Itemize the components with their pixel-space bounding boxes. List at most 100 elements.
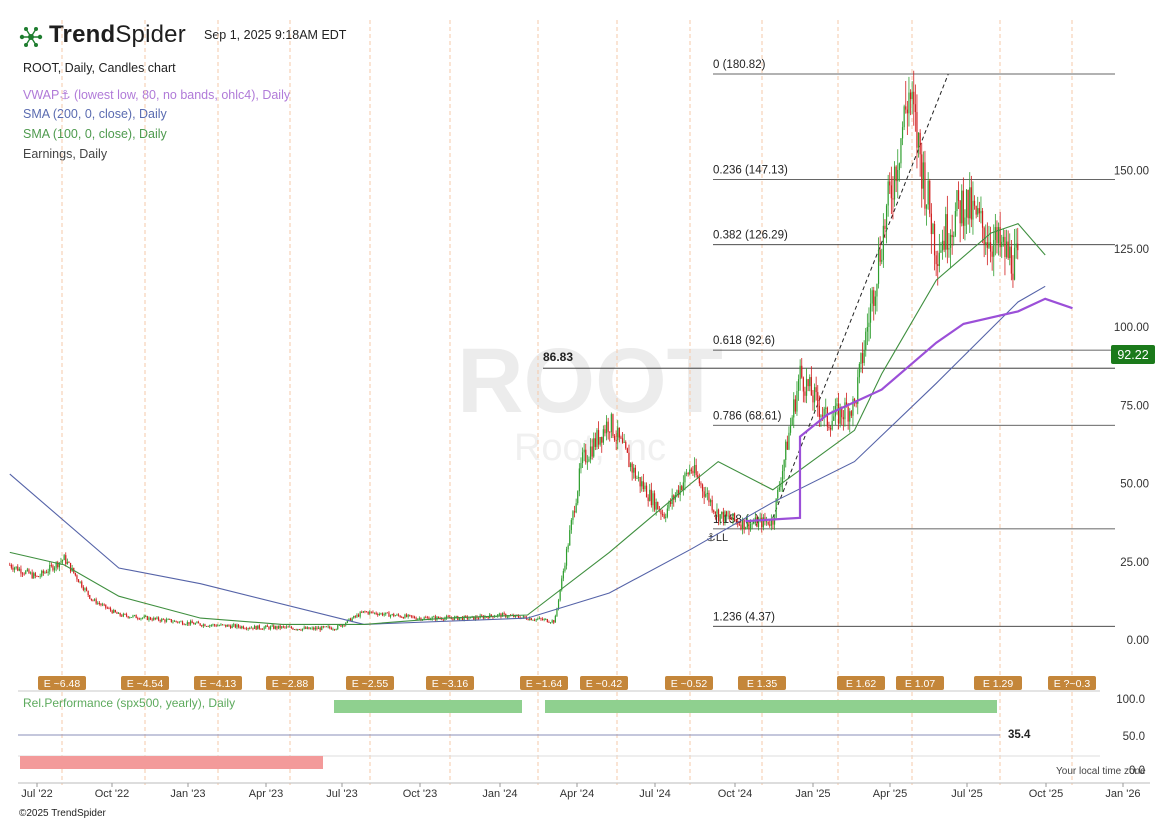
earnings-label-5: E ~3.16 bbox=[432, 678, 469, 690]
candle-body bbox=[383, 614, 385, 616]
candle-body bbox=[975, 205, 977, 215]
candle-body bbox=[87, 590, 89, 596]
candle-body bbox=[257, 625, 259, 630]
candle-body bbox=[887, 181, 889, 206]
y-tick-label: 75.00 bbox=[1120, 400, 1149, 412]
candle-body bbox=[770, 519, 772, 526]
candle-body bbox=[377, 614, 379, 616]
candle-body bbox=[909, 92, 912, 100]
candle-body bbox=[541, 619, 544, 620]
candle-body bbox=[389, 615, 392, 617]
fibonacci-levels: 0 (180.82) 0.236 (147.13) 0.382 (126.29) 0.… bbox=[543, 59, 1115, 627]
legend-sma200[interactable]: SMA (200, 0, close), Daily bbox=[23, 107, 167, 121]
candle-body bbox=[477, 618, 480, 620]
candle-body bbox=[305, 627, 307, 629]
x-tick-label: Oct '24 bbox=[718, 788, 753, 800]
candle-body bbox=[437, 616, 440, 619]
candle-body bbox=[89, 595, 91, 599]
legend-sma100[interactable]: SMA (100, 0, close), Daily bbox=[23, 127, 167, 141]
candle-body bbox=[245, 628, 248, 630]
candle-body bbox=[869, 303, 872, 323]
candle-body bbox=[756, 517, 758, 527]
earnings-badge-3 bbox=[266, 676, 314, 690]
candle-body bbox=[490, 614, 492, 617]
candle-body bbox=[649, 489, 651, 501]
earnings-label-1: E ~4.54 bbox=[127, 678, 164, 690]
local-time-note: Your local time zone bbox=[1056, 766, 1146, 777]
candle-body bbox=[988, 242, 990, 248]
candle-body bbox=[442, 619, 444, 621]
candle-body bbox=[298, 629, 300, 630]
candle-body bbox=[167, 619, 169, 620]
candle-body bbox=[805, 379, 808, 396]
candle-body bbox=[735, 519, 737, 522]
candle-body bbox=[601, 437, 603, 443]
candle-body bbox=[223, 624, 225, 626]
earnings-badge-5 bbox=[426, 676, 474, 690]
candle-body bbox=[625, 441, 627, 449]
earnings-badge-9 bbox=[738, 676, 786, 690]
candle-body bbox=[322, 626, 324, 628]
candle-body bbox=[20, 568, 22, 574]
candle-body bbox=[685, 472, 688, 474]
candle-body bbox=[602, 429, 604, 443]
legend-earnings[interactable]: Earnings, Daily bbox=[23, 147, 108, 161]
candle-body bbox=[253, 625, 256, 629]
candle-body bbox=[597, 430, 600, 445]
candle-body bbox=[513, 615, 515, 617]
candle-body bbox=[28, 569, 30, 574]
x-tick-label: Apr '25 bbox=[873, 788, 908, 800]
candle-body bbox=[41, 570, 43, 576]
candle-body bbox=[604, 429, 606, 434]
candle-body bbox=[484, 616, 486, 619]
candle-body bbox=[348, 618, 350, 620]
candle-body bbox=[833, 416, 835, 421]
candle-body bbox=[231, 625, 233, 629]
candle-body bbox=[293, 629, 296, 631]
candle-body bbox=[554, 615, 556, 623]
earnings-label-9: E 1.35 bbox=[747, 678, 778, 690]
candle-body bbox=[981, 210, 984, 228]
candle-body bbox=[970, 187, 972, 220]
candle-body bbox=[1002, 236, 1004, 242]
candle-body bbox=[441, 618, 443, 620]
candle-body bbox=[559, 589, 561, 601]
candle-body bbox=[169, 619, 171, 620]
candle-body bbox=[769, 524, 771, 526]
candle-body bbox=[225, 624, 227, 627]
x-tick-label: Jan '26 bbox=[1105, 788, 1140, 800]
series-line-3 bbox=[745, 297, 1073, 523]
candle-body bbox=[841, 406, 843, 418]
brand-logo-text: TrendSpider bbox=[49, 21, 186, 48]
candle-body bbox=[1013, 247, 1016, 280]
candle-body bbox=[783, 459, 785, 472]
legend-vwap[interactable]: VWAP⚓ (lowest low, 80, no bands, ohlc4),… bbox=[23, 88, 291, 102]
fib-label-0: 0 (180.82) bbox=[713, 59, 766, 71]
candle-body bbox=[247, 628, 249, 630]
candle-body bbox=[36, 575, 38, 577]
indicator-lines bbox=[9, 223, 1073, 625]
candle-body bbox=[487, 617, 489, 619]
candle-body bbox=[583, 449, 585, 453]
candle-body bbox=[703, 491, 705, 497]
fib-label-2: 0.382 (126.29) bbox=[713, 230, 788, 242]
candle-body bbox=[823, 408, 825, 417]
candle-body bbox=[129, 617, 131, 619]
x-tick-label: Jul '22 bbox=[21, 788, 52, 800]
candle-body bbox=[324, 626, 326, 628]
candle-body bbox=[757, 520, 760, 527]
candle-body bbox=[90, 598, 92, 600]
candle-body bbox=[338, 624, 340, 626]
candle-body bbox=[745, 527, 747, 530]
candle-body bbox=[989, 242, 992, 252]
candle-body bbox=[85, 588, 88, 591]
earnings-label-10: E 1.62 bbox=[846, 678, 877, 690]
candle-body bbox=[957, 190, 960, 201]
candle-body bbox=[538, 618, 540, 619]
candle-body bbox=[937, 264, 939, 266]
candle-body bbox=[279, 625, 281, 629]
candle-body bbox=[618, 427, 620, 438]
earnings-badge-11 bbox=[896, 676, 944, 690]
candle-body bbox=[613, 435, 616, 440]
